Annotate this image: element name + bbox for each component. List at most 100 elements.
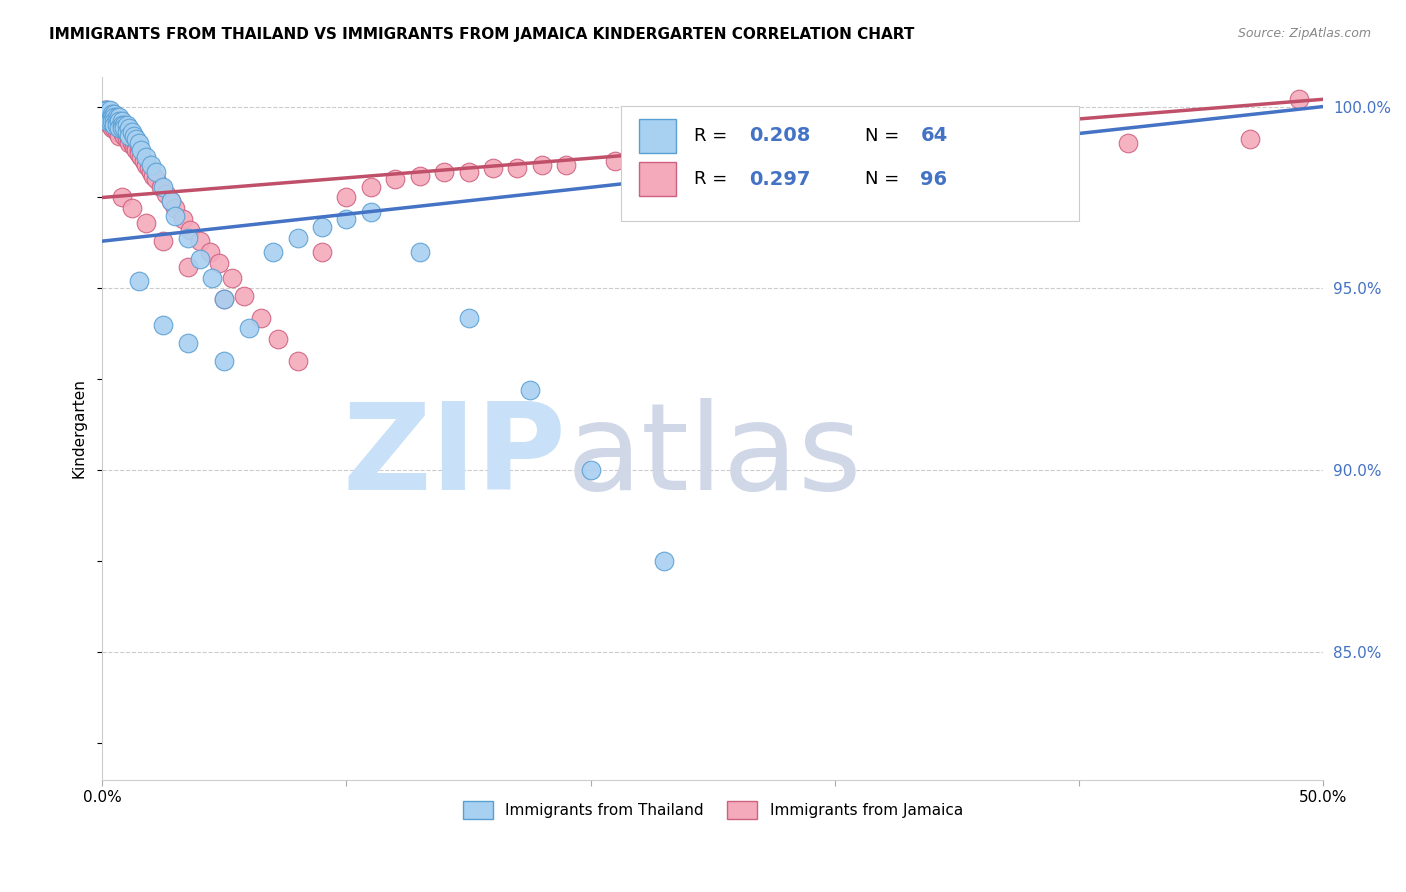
- Point: [159, 194, 181, 208]
- Point: [105, 111, 128, 125]
- Point: [142, 169, 165, 183]
- Point: [105, 114, 128, 128]
- Point: [111, 118, 134, 132]
- Point: [101, 114, 124, 128]
- Y-axis label: Kindergarten: Kindergarten: [72, 378, 86, 478]
- Point: [121, 136, 143, 150]
- Point: [118, 128, 141, 143]
- Point: [96, 103, 118, 118]
- Point: [105, 125, 128, 139]
- Point: [96, 107, 118, 121]
- Point: [96, 111, 118, 125]
- Point: [579, 463, 602, 477]
- Point: [128, 136, 150, 150]
- Point: [98, 111, 121, 125]
- Point: [652, 154, 675, 169]
- Point: [98, 114, 121, 128]
- Point: [155, 186, 177, 201]
- Point: [103, 118, 125, 132]
- Point: [208, 256, 231, 270]
- Point: [121, 202, 143, 216]
- Point: [101, 107, 124, 121]
- Point: [267, 332, 290, 346]
- FancyBboxPatch shape: [621, 105, 1078, 221]
- Point: [165, 202, 187, 216]
- Point: [108, 128, 131, 143]
- Point: [118, 136, 141, 150]
- Point: [115, 128, 138, 143]
- Text: atlas: atlas: [567, 398, 862, 515]
- Point: [128, 274, 150, 288]
- Point: [176, 336, 198, 351]
- Point: [152, 318, 174, 332]
- Point: [98, 103, 121, 118]
- Point: [145, 172, 167, 186]
- Point: [101, 118, 124, 132]
- Point: [135, 151, 157, 165]
- Point: [112, 118, 135, 132]
- Point: [152, 234, 174, 248]
- Point: [232, 289, 254, 303]
- Point: [214, 293, 236, 307]
- Point: [112, 125, 135, 139]
- Point: [96, 103, 118, 118]
- Point: [122, 136, 145, 150]
- Point: [122, 139, 145, 153]
- Point: [519, 384, 541, 398]
- Text: ZIP: ZIP: [343, 398, 567, 515]
- Text: 0.297: 0.297: [749, 169, 811, 189]
- Point: [93, 107, 115, 121]
- Point: [775, 146, 797, 161]
- Text: R =: R =: [695, 170, 734, 188]
- Point: [105, 118, 128, 132]
- Point: [108, 118, 131, 132]
- Point: [145, 165, 167, 179]
- Point: [115, 118, 138, 132]
- Point: [98, 118, 121, 132]
- Point: [103, 111, 125, 125]
- Point: [103, 107, 125, 121]
- Point: [121, 125, 143, 139]
- Point: [93, 111, 115, 125]
- Point: [108, 114, 131, 128]
- Point: [93, 103, 115, 118]
- Point: [105, 121, 128, 136]
- Point: [122, 128, 145, 143]
- Point: [108, 121, 131, 136]
- Point: [457, 165, 479, 179]
- Point: [214, 293, 236, 307]
- Point: [188, 252, 211, 267]
- FancyBboxPatch shape: [640, 162, 676, 196]
- Point: [433, 165, 456, 179]
- Point: [172, 212, 194, 227]
- Point: [360, 205, 382, 219]
- Point: [98, 111, 121, 125]
- Point: [1288, 92, 1310, 106]
- Point: [103, 111, 125, 125]
- Point: [482, 161, 505, 176]
- Point: [118, 128, 141, 143]
- Point: [96, 111, 118, 125]
- Point: [96, 107, 118, 121]
- Point: [262, 245, 284, 260]
- Point: [111, 125, 134, 139]
- Point: [108, 121, 131, 136]
- Point: [530, 158, 553, 172]
- Point: [138, 161, 160, 176]
- Point: [408, 245, 430, 260]
- Point: [103, 114, 125, 128]
- Point: [135, 216, 157, 230]
- Point: [105, 118, 128, 132]
- Point: [101, 121, 124, 136]
- Point: [1239, 132, 1261, 146]
- Point: [198, 245, 221, 260]
- Point: [101, 111, 124, 125]
- Point: [188, 234, 211, 248]
- Point: [238, 321, 260, 335]
- Point: [176, 260, 198, 274]
- Point: [311, 219, 333, 234]
- Point: [360, 179, 382, 194]
- Point: [103, 118, 125, 132]
- Point: [98, 107, 121, 121]
- Point: [96, 107, 118, 121]
